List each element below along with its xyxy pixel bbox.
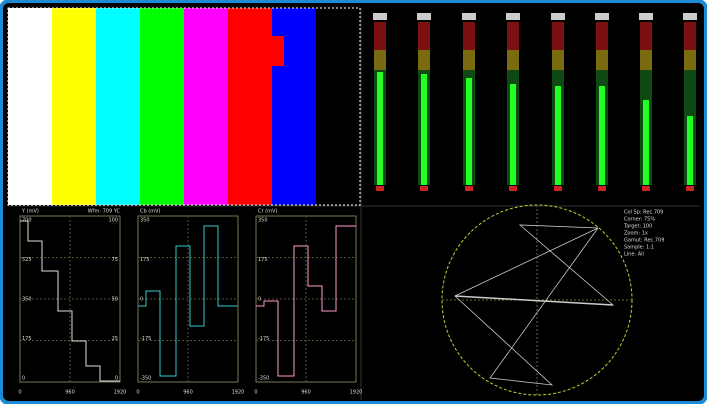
audio-meters <box>373 13 697 191</box>
waveform-panels: Y (mV) Wfm: 709 YC70052535017501007550250… <box>18 209 362 396</box>
x-label: 1920 <box>232 390 245 396</box>
meter-cap <box>417 13 431 20</box>
info-line: Gamut: Rec.709 <box>624 238 664 244</box>
meter-cap <box>373 13 387 20</box>
x-label: 0 <box>136 390 139 396</box>
meter-red <box>374 22 386 50</box>
meter-cap <box>551 13 565 20</box>
meter-red <box>640 22 652 50</box>
meter-yellow <box>640 50 652 70</box>
meter-red <box>463 22 475 50</box>
info-line: Line: All <box>624 252 644 258</box>
meter-yellow <box>507 50 519 70</box>
left-label: 0 <box>258 297 261 303</box>
meter-red <box>507 22 519 50</box>
info-line: Corner: 75% <box>624 217 655 223</box>
meter-red <box>684 22 696 50</box>
info-line: Zoom: 1x <box>624 231 648 237</box>
waveform-trace <box>256 225 356 377</box>
meter-level <box>510 84 516 185</box>
meter-foot <box>598 186 606 191</box>
right-label: 25 <box>112 336 118 342</box>
info-line: Target: 100 <box>623 224 652 230</box>
meter-yellow <box>684 50 696 70</box>
right-label: 75 <box>112 257 118 263</box>
meter-level <box>599 86 605 185</box>
right-label: 100 <box>108 218 118 224</box>
meter-red <box>418 22 430 50</box>
meter-red <box>552 22 564 50</box>
left-label: 0 <box>22 376 25 382</box>
meter-yellow <box>374 50 386 70</box>
right-label: 50 <box>112 297 118 303</box>
meter-foot <box>465 186 473 191</box>
x-label: 1920 <box>350 390 363 396</box>
meter-foot <box>642 186 650 191</box>
meter-level <box>687 116 693 185</box>
waveform-title: Cr (mV) <box>258 209 277 215</box>
info-line: Sample: 1:1 <box>624 245 654 251</box>
x-label: 960 <box>301 390 311 396</box>
left-label: -350 <box>258 376 269 382</box>
left-label: -175 <box>258 336 269 342</box>
x-label: 960 <box>183 390 193 396</box>
left-label: 0 <box>140 297 143 303</box>
meter-level <box>421 74 427 185</box>
x-label: 960 <box>65 390 75 396</box>
vectorscope <box>441 204 633 396</box>
left-label: 525 <box>22 257 32 263</box>
meter-foot <box>686 186 694 191</box>
left-label: -175 <box>140 336 151 342</box>
left-label: -350 <box>140 376 151 382</box>
meter-yellow <box>418 50 430 70</box>
right-label: 0 <box>115 376 118 382</box>
meter-cap <box>506 13 520 20</box>
meter-level <box>643 100 649 185</box>
meter-foot <box>376 186 384 191</box>
meter-cap <box>639 13 653 20</box>
meter-foot <box>509 186 517 191</box>
waveform-title: Y (mV) <box>21 209 39 215</box>
x-label: 0 <box>18 390 21 396</box>
left-label: 350 <box>258 218 268 224</box>
meter-cap <box>683 13 697 20</box>
left-label: 175 <box>258 257 268 263</box>
left-label: 175 <box>22 336 32 342</box>
meter-yellow <box>596 50 608 70</box>
waveform-mode: Wfm: 709 YC <box>88 209 121 215</box>
x-label: 0 <box>254 390 257 396</box>
meter-level <box>377 72 383 185</box>
left-label: 175 <box>140 257 150 263</box>
waveform-trace <box>20 220 120 382</box>
waveform-trace <box>138 225 238 377</box>
meter-yellow <box>463 50 475 70</box>
meter-level <box>466 78 472 185</box>
left-label: 350 <box>140 218 150 224</box>
meter-red <box>596 22 608 50</box>
meter-cap <box>462 13 476 20</box>
meter-yellow <box>552 50 564 70</box>
meter-foot <box>420 186 428 191</box>
color-bars <box>7 7 361 206</box>
left-label: 350 <box>22 297 32 303</box>
waveform-title: Cb (mV) <box>140 209 160 215</box>
meter-foot <box>554 186 562 191</box>
meter-cap <box>595 13 609 20</box>
meter-level <box>555 86 561 185</box>
x-label: 1920 <box>114 390 127 396</box>
info-line: Col Sp: Rec.709 <box>624 210 663 216</box>
